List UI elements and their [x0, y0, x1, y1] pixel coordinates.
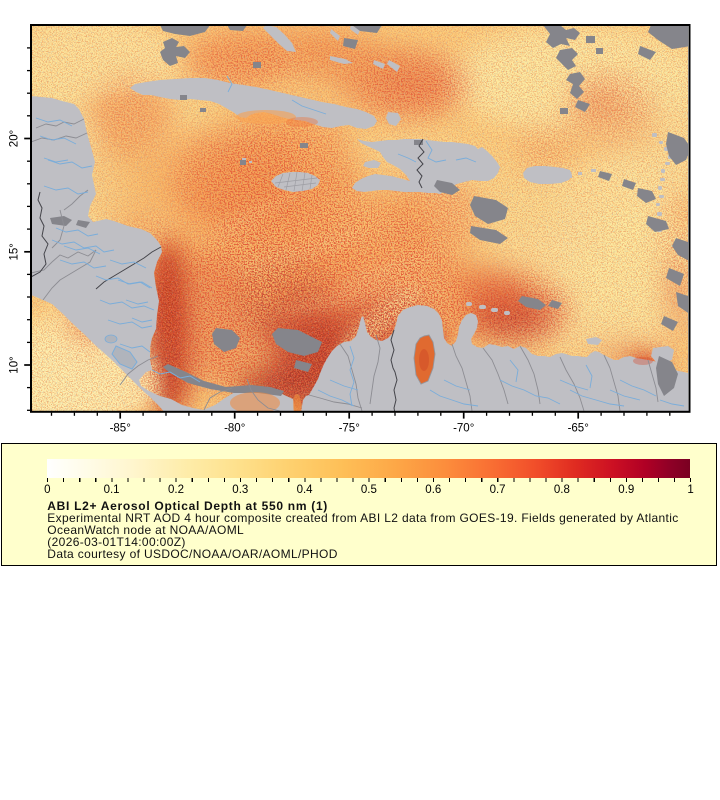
svg-text:15°: 15°: [9, 243, 21, 260]
svg-text:-80°: -80°: [224, 423, 245, 435]
svg-text:-65°: -65°: [568, 423, 589, 435]
svg-text:-85°: -85°: [110, 423, 131, 435]
svg-text:10°: 10°: [9, 356, 21, 373]
svg-text:-75°: -75°: [339, 423, 360, 435]
svg-text:20°: 20°: [9, 130, 21, 147]
svg-text:-70°: -70°: [453, 423, 474, 435]
